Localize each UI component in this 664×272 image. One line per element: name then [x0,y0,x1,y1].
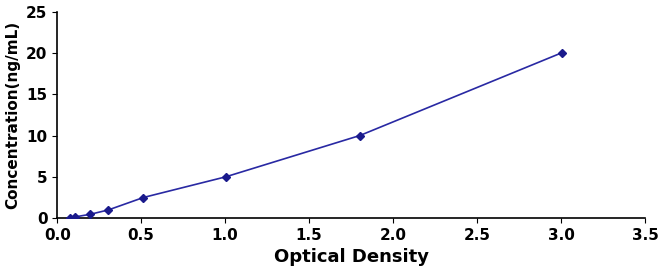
Y-axis label: Concentration(ng/mL): Concentration(ng/mL) [5,21,21,209]
X-axis label: Optical Density: Optical Density [274,248,428,267]
